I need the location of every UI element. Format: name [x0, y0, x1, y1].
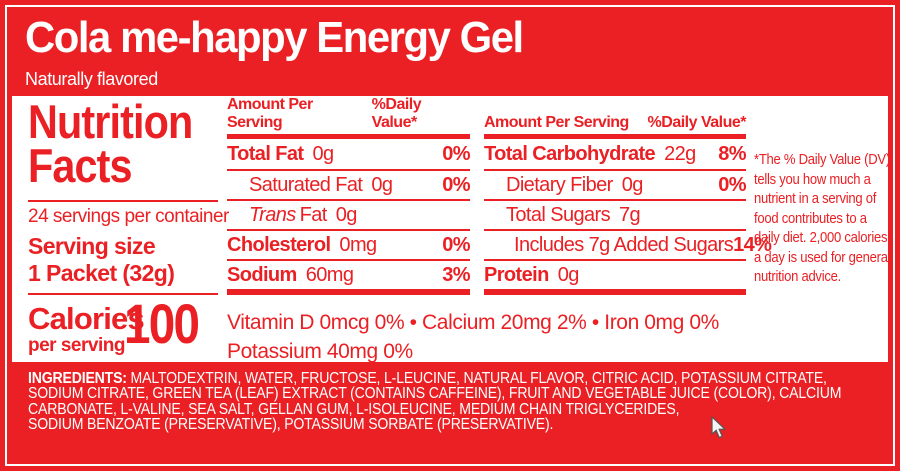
nutrient-dv: 0%: [442, 233, 470, 256]
nutrient-column-fats: Amount Per Serving %Daily Value* Total F…: [227, 96, 471, 295]
divider-thick: [227, 134, 470, 139]
row-trans-fat: Trans Fat 0g: [227, 199, 470, 229]
micronutrients-line1: Vitamin D 0mcg 0% • Calcium 20mg 2% • Ir…: [227, 311, 719, 334]
row-added-sugars: Includes 7g Added Sugars 14%: [484, 229, 772, 259]
calories-value: 100: [124, 292, 200, 355]
nutrient-dv: 0%: [442, 142, 470, 165]
servings-per-container: 24 servings per container: [28, 206, 229, 227]
column-header: Amount Per Serving %Daily Value*: [484, 112, 747, 132]
divider-rule: [28, 293, 218, 295]
divider-thick: [227, 289, 470, 295]
ingredients-line: CARBONATE, L-VALINE, SEA SALT, GELLAN GU…: [28, 400, 680, 418]
serving-size-label: Serving size: [28, 233, 156, 259]
nutrient-dv: 3%: [442, 263, 470, 286]
nutrient-amount: 7g: [618, 203, 641, 226]
divider-thick: [484, 289, 746, 295]
nutrient-label: Includes 7g Added Sugars: [514, 233, 734, 256]
label-header: Cola me-happy Energy Gel Naturally flavo…: [25, 16, 549, 90]
divider-thick: [484, 134, 746, 139]
nutrient-amount: 22g: [664, 142, 696, 165]
nutrient-label-italic: Trans: [249, 203, 296, 226]
nutrient-amount: 0g: [335, 203, 358, 226]
row-cholesterol: Cholesterol 0mg 0%: [227, 229, 471, 259]
ingredients-label: INGREDIENTS:: [28, 370, 127, 387]
nutrient-amount: 60mg: [305, 263, 354, 286]
nutrient-amount: 0g: [621, 173, 644, 196]
nutrient-dv: 8%: [718, 142, 746, 165]
daily-value-header: %Daily Value*: [371, 96, 422, 131]
ingredients-line: SODIUM BENZOATE (PRESERVATIVE), POTASSIU…: [28, 416, 554, 434]
nutrient-amount: 0g: [312, 142, 334, 165]
micronutrients-line2: Potassium 40mg 0%: [227, 340, 413, 363]
nutrient-label: Saturated Fat: [249, 173, 363, 196]
row-total-sugars: Total Sugars 7g: [484, 199, 746, 229]
nutrient-label: Cholesterol: [227, 233, 331, 256]
nutrition-facts-heading-line1: Nutrition: [28, 95, 193, 148]
nutrient-label: Total Fat: [227, 142, 304, 165]
mouse-cursor-icon: [711, 416, 727, 439]
nutrient-dv: 14%: [733, 233, 772, 256]
daily-value-footnote: *The % Daily Value (DV) tells you how mu…: [754, 151, 891, 285]
nutrient-label: Total Carbohydrate: [484, 142, 656, 165]
micronutrients: Vitamin D 0mcg 0% • Calcium 20mg 2% • Ir…: [227, 308, 719, 366]
calories-label: Calories: [28, 301, 145, 336]
daily-value-header: %Daily Value*: [647, 114, 747, 131]
row-total-fat: Total Fat 0g 0%: [227, 139, 471, 169]
nutrient-dv: 0%: [718, 173, 746, 196]
nutrient-label: Fat: [299, 203, 328, 226]
nutrition-facts-heading: Nutrition Facts: [28, 95, 193, 192]
ingredients-line: SODIUM CITRATE, GREEN TEA (LEAF) EXTRACT…: [28, 385, 842, 403]
nutrient-amount: 0g: [557, 263, 580, 286]
serving-size-value: 1 Packet (32g): [28, 260, 175, 286]
nutrition-facts-panel: Nutrition Facts 24 servings per containe…: [12, 95, 891, 363]
product-title: Cola me-happy Energy Gel: [25, 13, 524, 62]
row-dietary-fiber: Dietary Fiber 0g 0%: [484, 169, 747, 199]
row-total-carbohydrate: Total Carbohydrate 22g 8%: [484, 139, 747, 169]
nutrition-facts-heading-line2: Facts: [28, 138, 133, 192]
nutrient-label: Total Sugars: [506, 203, 611, 226]
amount-per-serving-header: Amount Per Serving: [227, 96, 313, 131]
flavor-subtitle: Naturally flavored: [25, 69, 158, 89]
nutrient-label: Dietary Fiber: [506, 173, 613, 196]
row-saturated-fat: Saturated Fat 0g 0%: [227, 169, 471, 199]
row-protein: Protein 0g: [484, 259, 746, 289]
nutrient-column-carbs: Amount Per Serving %Daily Value* Total C…: [484, 112, 772, 295]
row-sodium: Sodium 60mg 3%: [227, 259, 471, 289]
amount-per-serving-header: Amount Per Serving: [484, 114, 629, 131]
ingredients-section: INGREDIENTS: MALTODEXTRIN, WATER, FRUCTO…: [28, 371, 886, 433]
divider-rule: [28, 200, 218, 202]
nutrient-amount: 0g: [371, 173, 393, 196]
calories-sublabel: per serving: [28, 335, 125, 356]
ingredients-line: INGREDIENTS: MALTODEXTRIN, WATER, FRUCTO…: [28, 370, 827, 387]
nutrient-label: Protein: [484, 263, 549, 286]
nutrient-amount: 0mg: [339, 233, 377, 256]
calories-label-block: Calories per serving: [28, 301, 145, 356]
nutrient-label: Sodium: [227, 263, 297, 286]
column-header: Amount Per Serving %Daily Value*: [227, 96, 470, 132]
nutrient-dv: 0%: [442, 173, 470, 196]
